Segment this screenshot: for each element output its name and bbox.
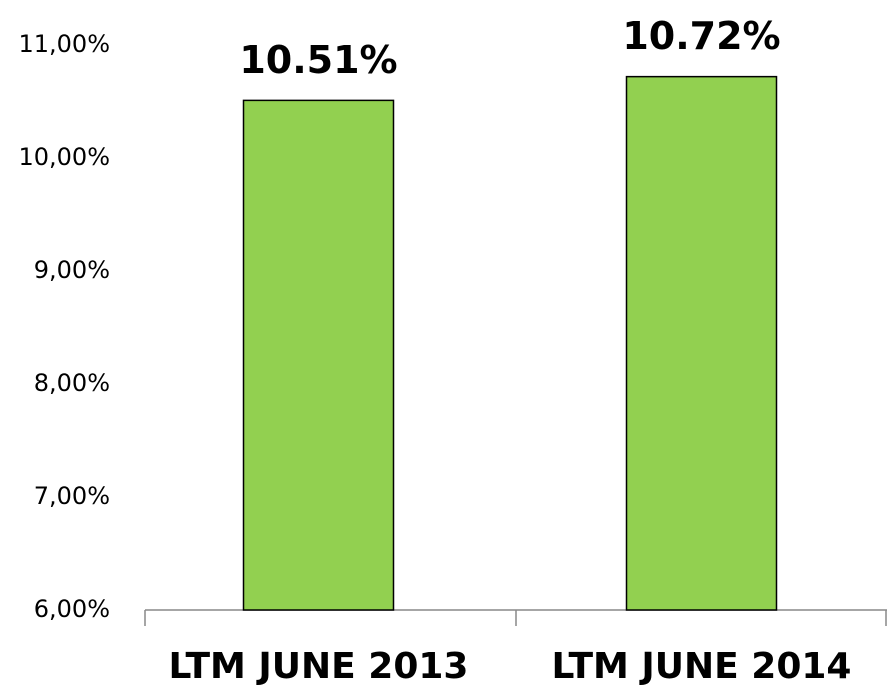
y-tick-label: 9,00% <box>34 256 110 284</box>
value-label: 10.72% <box>622 14 780 58</box>
y-tick-label: 11,00% <box>18 30 110 58</box>
x-tick-label: LTM JUNE 2014 <box>552 646 852 687</box>
value-label: 10.51% <box>239 38 397 82</box>
bar <box>242 99 395 611</box>
y-tick-label: 8,00% <box>34 369 110 397</box>
x-tick-label: LTM JUNE 2013 <box>169 646 469 687</box>
y-tick-label: 10,00% <box>18 143 110 171</box>
y-tick-label: 7,00% <box>34 482 110 510</box>
y-tick-label: 6,00% <box>34 595 110 623</box>
bar <box>625 75 778 611</box>
